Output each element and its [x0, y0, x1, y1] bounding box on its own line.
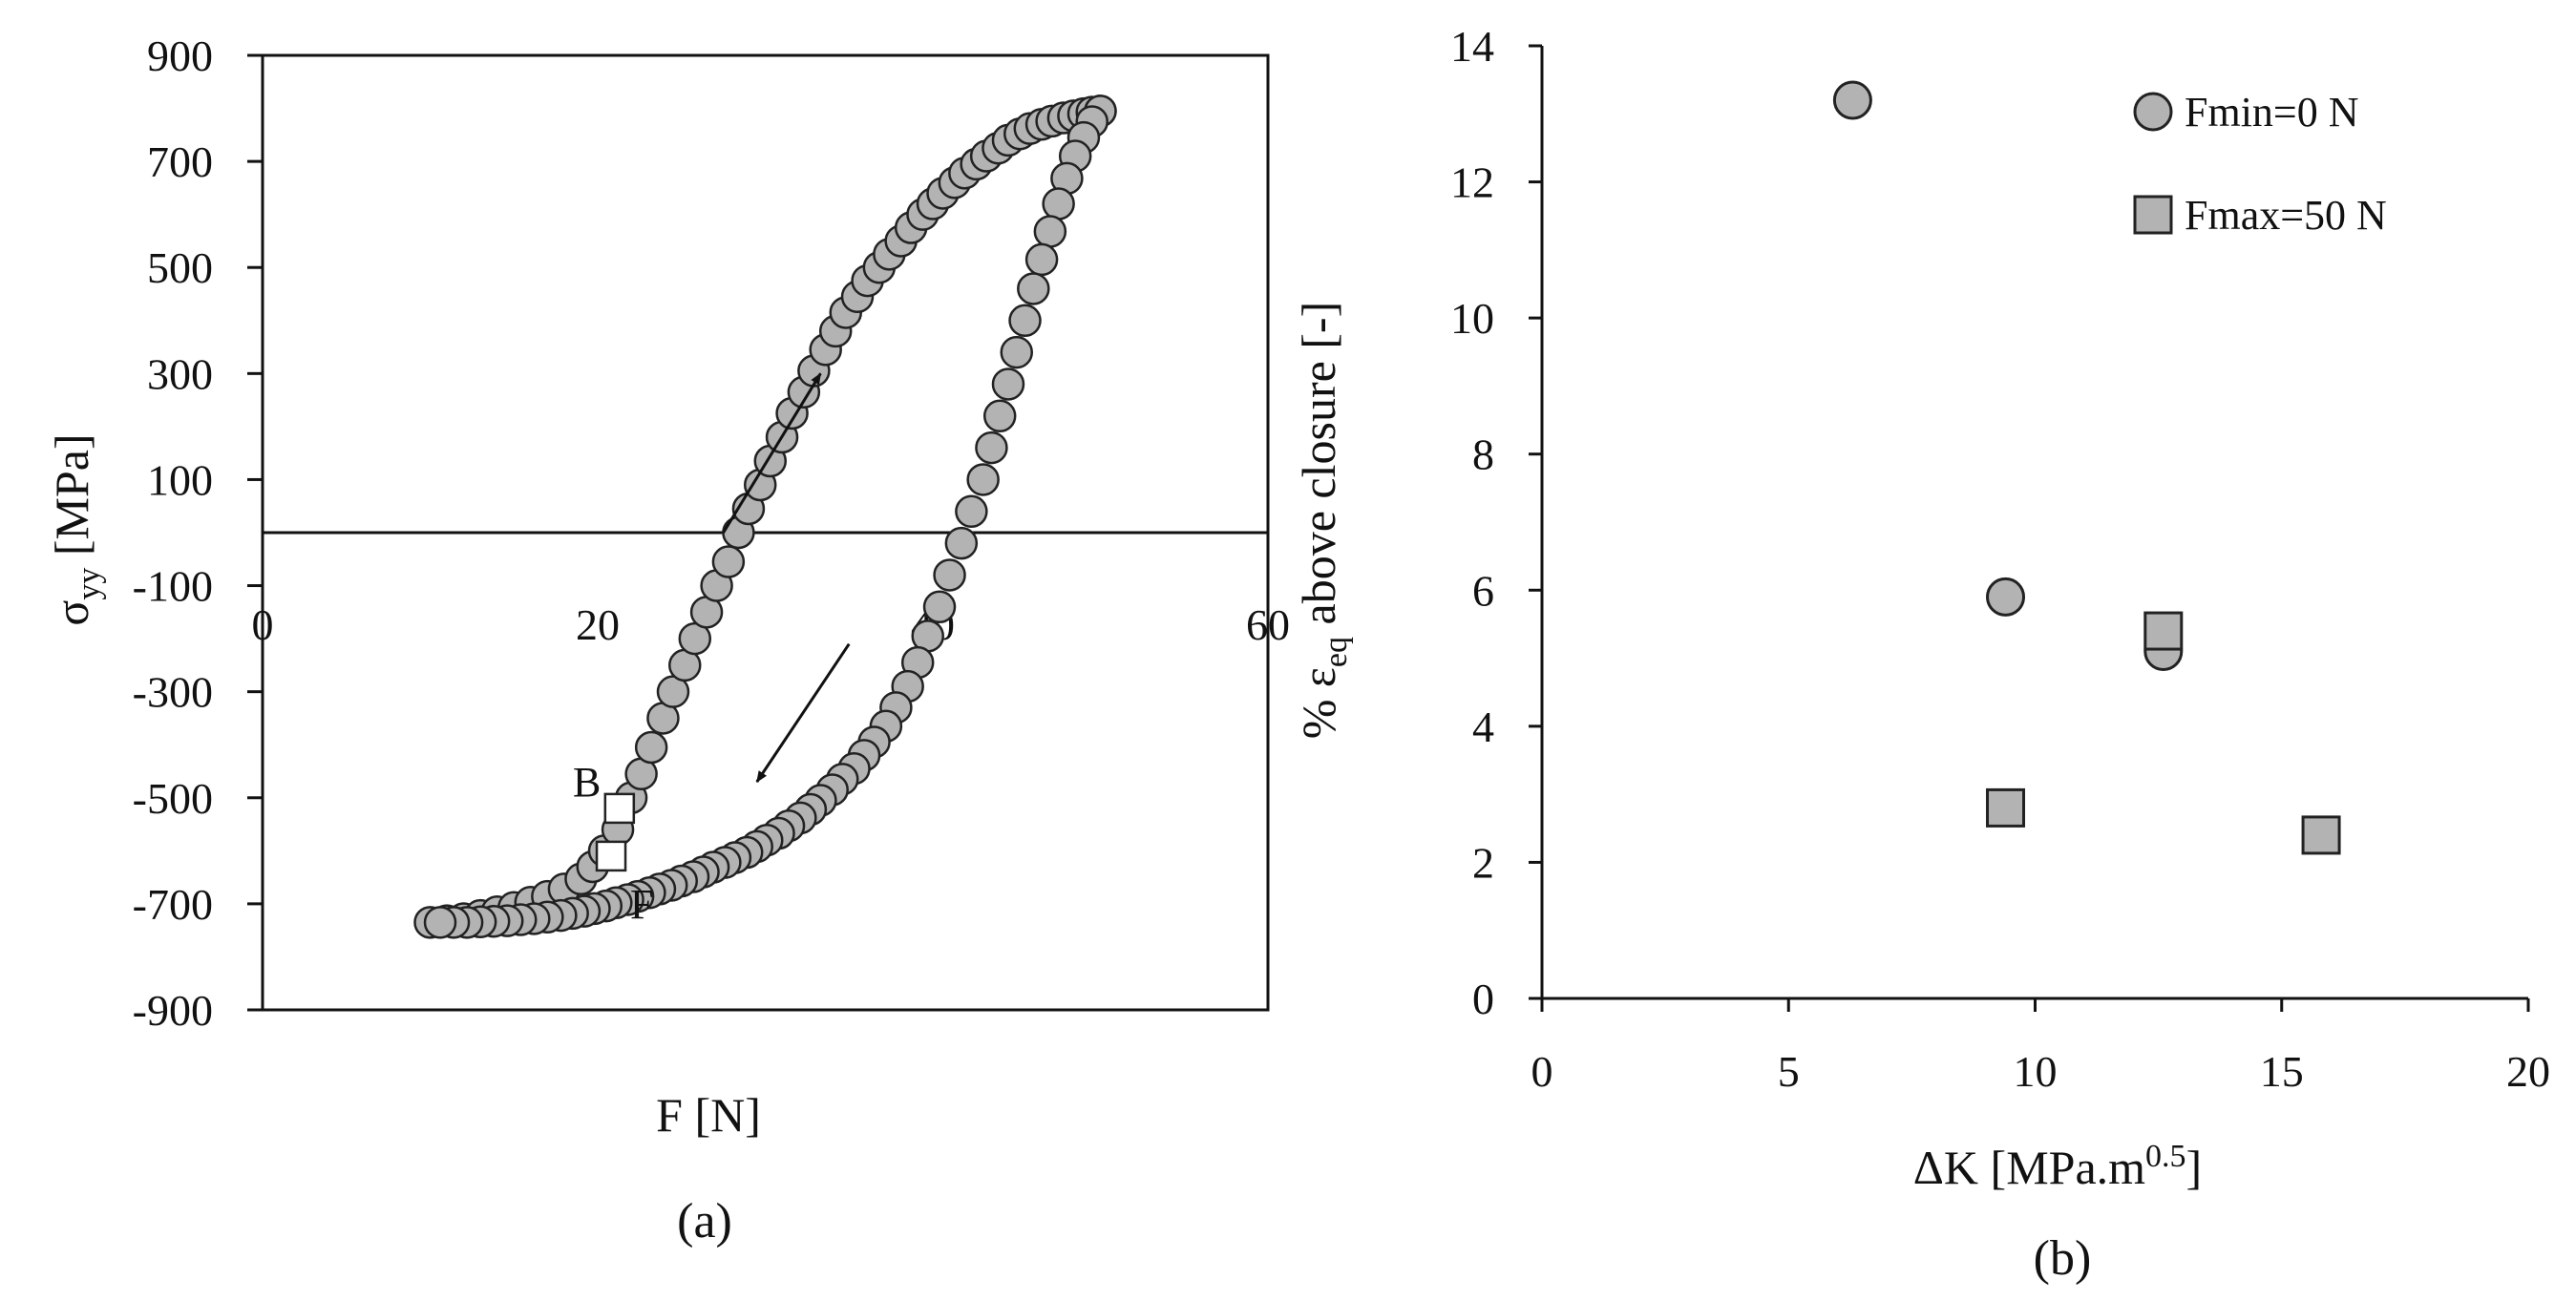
chart-a-point-series-2 — [1042, 187, 1075, 220]
chart-a-point-series-2 — [966, 463, 1000, 496]
chart-a-point-series-2 — [1017, 272, 1050, 305]
chart-b-point-fmax — [2143, 611, 2184, 651]
chart-b-point-fmin — [1986, 577, 2026, 617]
chart-a-y-tick-label: -900 — [133, 986, 213, 1035]
chart-a-point-series-2 — [944, 526, 979, 560]
chart-a-y-tick-label: -500 — [133, 774, 213, 823]
chart-b-y-tick-label: 10 — [1450, 294, 1494, 343]
chart-a-point-b — [603, 792, 636, 825]
chart-a-y-tick-label: -300 — [133, 668, 213, 717]
chart-b-y-tick-label: 14 — [1450, 22, 1494, 71]
chart-a-point-series-2 — [922, 590, 957, 624]
chart-b-legend: Fmin=0 N Fmax=50 N — [2133, 89, 2387, 239]
legend-label-fmin: Fmin=0 N — [2185, 89, 2359, 136]
chart-a-y-tick-label: 100 — [147, 455, 213, 504]
chart-a-point-series-1 — [711, 545, 746, 578]
chart-b-y-axis-label: % εeq above closure [-] — [1292, 302, 1354, 739]
chart-a-loading-arrow — [722, 372, 822, 534]
chart-b-x-tick-labels: 0 5 10 15 20 — [1531, 998, 2550, 1096]
chart-b-points — [1832, 80, 2341, 855]
chart-a-point-series-2 — [423, 906, 457, 939]
chart-b-x-axis-label: ΔK [MPa.m0.5] — [1913, 1139, 2202, 1194]
chart-b-x-tick-label: 20 — [2506, 1047, 2550, 1096]
chart-a-point-series-2 — [955, 494, 988, 529]
chart-b-y-tick-label: 8 — [1472, 430, 1494, 479]
chart-b-y-tick-label: 4 — [1472, 703, 1494, 751]
chart-a-y-tick-label: -700 — [133, 880, 213, 929]
chart-a-point-series-2 — [1033, 215, 1067, 248]
panel-label-b: (b) — [2034, 1231, 2092, 1286]
chart-b-y-tick-label: 12 — [1450, 158, 1494, 207]
chart-a-point-series-2 — [1000, 335, 1033, 369]
chart-a-point-series-2 — [991, 367, 1025, 401]
chart-b-y-tick-label: 6 — [1472, 566, 1494, 615]
legend-label-fmax: Fmax=50 N — [2185, 192, 2387, 239]
chart-b: 0 2 4 6 8 10 12 14 0 5 10 15 20 % εeq above closure… — [1292, 22, 2550, 1286]
chart-a-x-tick-label: 0 — [252, 600, 274, 649]
chart-a-x-tick-label: 60 — [1246, 600, 1290, 649]
chart-a-arrows — [722, 372, 851, 783]
chart-a-point-series-2 — [975, 430, 1008, 465]
chart-a-point-series-1 — [634, 730, 668, 765]
chart-b-point-fmax — [1986, 787, 2026, 828]
chart-a-point-series-2 — [933, 558, 966, 592]
legend-marker-circle — [2133, 92, 2173, 132]
chart-a-y-tick-label: 700 — [147, 137, 213, 186]
legend-marker-square — [2133, 195, 2173, 235]
chart-b-point-fmax — [2301, 815, 2341, 855]
chart-b-x-tick-label: 10 — [2014, 1047, 2058, 1096]
chart-a-x-tick-labels: 0204060 — [252, 600, 1291, 649]
chart-a-annotation-b: B — [573, 759, 601, 806]
chart-a-unloading-arrow — [755, 642, 851, 783]
chart-b-y-tick-label: 2 — [1472, 838, 1494, 887]
chart-a-y-tick-labels: 900 700 500 300 100 -100 -300 -500 -700 -900 — [133, 31, 263, 1035]
chart-a-points — [413, 94, 1117, 939]
chart-a-y-tick-label: -100 — [133, 562, 213, 611]
chart-b-x-tick-label: 0 — [1531, 1047, 1553, 1096]
panel-label-a: (a) — [677, 1194, 732, 1249]
chart-b-y-tick-label: 0 — [1472, 975, 1494, 1023]
chart-a-x-axis-label: F [N] — [656, 1088, 761, 1142]
chart-a-y-tick-label: 300 — [147, 349, 213, 398]
chart-a-point-series-2 — [982, 399, 1017, 433]
chart-a-x-tick-label: 20 — [576, 600, 620, 649]
chart-a-point-f — [595, 840, 627, 872]
chart-a-y-tick-label: 900 — [147, 31, 213, 80]
chart-a-annotation-f: F — [630, 881, 653, 928]
chart-b-y-tick-labels: 0 2 4 6 8 10 12 14 — [1450, 22, 1542, 1023]
chart-a-y-axis-label: σyy [MPa] — [45, 433, 107, 625]
chart-b-point-fmin — [1832, 80, 1872, 120]
chart-a-point-series-2 — [1008, 304, 1042, 338]
chart-b-x-tick-label: 5 — [1778, 1047, 1800, 1096]
chart-a-special-points — [595, 792, 636, 872]
chart-a-point-series-2 — [1024, 242, 1059, 277]
chart-b-x-tick-label: 15 — [2260, 1047, 2304, 1096]
chart-a-y-tick-label: 500 — [147, 243, 213, 292]
